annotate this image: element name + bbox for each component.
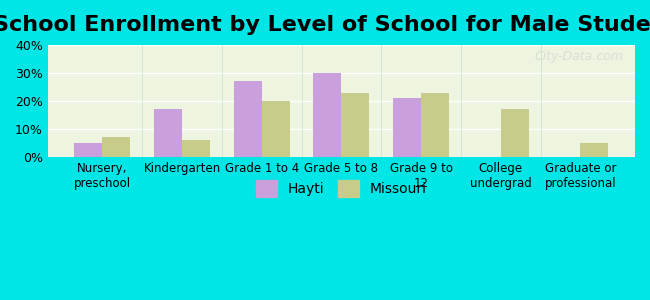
Legend: Hayti, Missouri: Hayti, Missouri	[249, 173, 434, 204]
Bar	[341, 93, 369, 157]
Bar	[75, 143, 102, 157]
Text: City-Data.com: City-Data.com	[534, 50, 623, 64]
Bar	[500, 110, 528, 157]
Bar	[154, 110, 182, 157]
Bar	[580, 143, 608, 157]
Bar	[234, 81, 262, 157]
Bar	[393, 98, 421, 157]
Bar	[182, 140, 210, 157]
Title: School Enrollment by Level of School for Male Students: School Enrollment by Level of School for…	[0, 15, 650, 35]
Bar	[102, 137, 130, 157]
Bar	[421, 93, 449, 157]
Bar	[262, 101, 289, 157]
Bar	[313, 73, 341, 157]
